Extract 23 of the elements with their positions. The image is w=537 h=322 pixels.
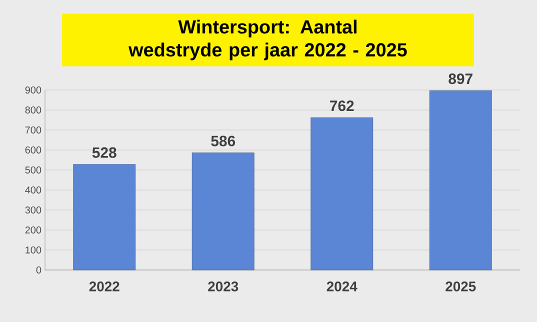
x-tick-label: 2023 — [208, 282, 238, 292]
y-tick-label: 700 — [25, 126, 42, 134]
x-tick-label: 2022 — [89, 282, 120, 292]
y-tick-label: 200 — [25, 226, 42, 234]
y-tick-label: 800 — [25, 106, 42, 114]
y-tick-label: 400 — [25, 186, 42, 194]
x-tick-label: 2025 — [446, 282, 476, 292]
y-tick-label: 500 — [25, 166, 42, 174]
bar — [310, 117, 374, 270]
bar — [429, 90, 492, 270]
bar — [73, 164, 136, 270]
y-tick-label: 300 — [25, 206, 42, 214]
x-tick-label: 2024 — [326, 282, 358, 292]
data-label: 762 — [330, 100, 354, 112]
y-tick-label: 0 — [36, 266, 42, 274]
data-label: 586 — [211, 136, 236, 146]
y-tick-label: 600 — [25, 146, 42, 154]
data-label: 897 — [448, 74, 472, 84]
bar — [192, 152, 254, 270]
y-tick-label: 900 — [25, 86, 42, 94]
data-label: 528 — [92, 147, 116, 158]
y-tick-label: 100 — [26, 246, 42, 254]
chart-title: Wintersport: Aantal wedstryde per jaar 2022 - 2025 — [128, 20, 407, 60]
